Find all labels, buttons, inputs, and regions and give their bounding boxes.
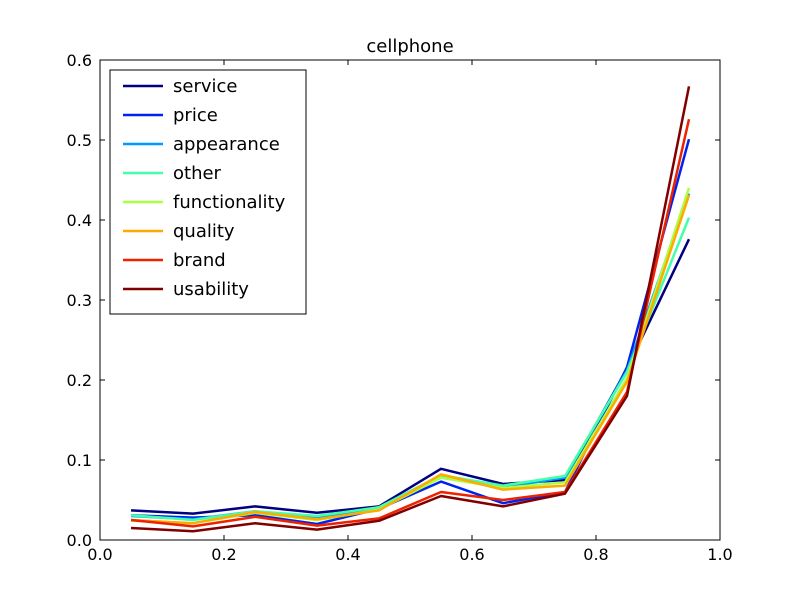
legend-label-brand: brand xyxy=(173,250,226,271)
x-tick-label: 1.0 xyxy=(707,545,732,564)
y-tick-label: 0.5 xyxy=(67,131,92,150)
legend-label-other: other xyxy=(173,163,222,184)
x-tick-label: 0.4 xyxy=(335,545,360,564)
legend-label-price: price xyxy=(173,105,218,126)
y-tick-label: 0.3 xyxy=(67,291,92,310)
legend-label-appearance: appearance xyxy=(173,134,280,155)
y-tick-label: 0.1 xyxy=(67,451,92,470)
legend-label-functionality: functionality xyxy=(173,192,286,213)
y-tick-label: 0.4 xyxy=(67,211,92,230)
chart-title: cellphone xyxy=(366,36,453,57)
series-line-usability xyxy=(130,86,691,533)
y-tick-label: 0.2 xyxy=(67,371,92,390)
legend-label-quality: quality xyxy=(173,221,235,242)
x-tick-label: 0.2 xyxy=(211,545,236,564)
x-tick-label: 0.6 xyxy=(459,545,484,564)
legend-label-usability: usability xyxy=(173,279,249,300)
series-line-brand xyxy=(130,118,691,528)
x-tick-label: 0.8 xyxy=(583,545,608,564)
y-tick-label: 0.0 xyxy=(67,531,92,550)
legend-box xyxy=(109,69,307,315)
series-line-quality xyxy=(130,194,691,525)
y-tick-label: 0.6 xyxy=(67,51,92,70)
axes: 0.0 0.2 0.4 0.6 0.8 1.0 0.0 0.1 0.2 0.3 0.4 0.5 0.6 xyxy=(67,51,733,564)
legend: service price appearance other functionality… xyxy=(109,69,307,315)
plot-area xyxy=(130,86,691,533)
x-tick-label: 0.0 xyxy=(87,545,112,564)
legend-label-service: service xyxy=(173,76,237,97)
